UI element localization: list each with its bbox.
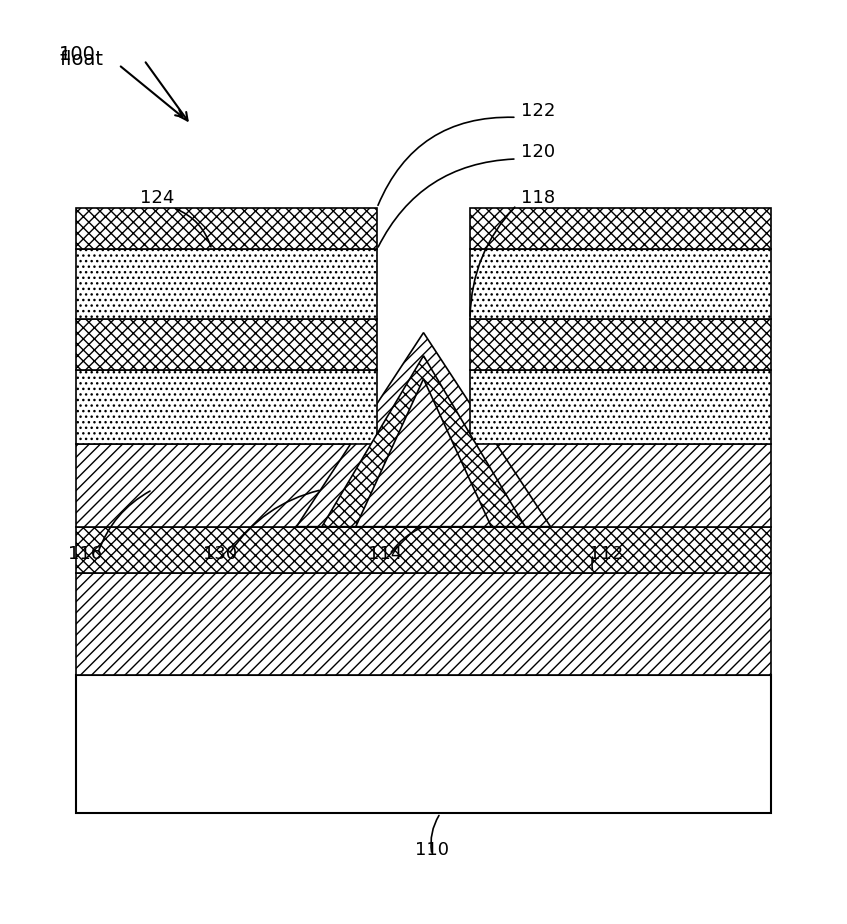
Polygon shape (356, 379, 491, 527)
Polygon shape (296, 333, 551, 527)
Bar (76, 444, 771, 527)
Bar (76, 527, 771, 573)
Text: 124: 124 (140, 189, 174, 207)
Bar (76, 370, 377, 444)
Bar (76, 675, 771, 813)
Bar (470, 249, 771, 319)
Text: 100: 100 (59, 45, 97, 64)
Text: float: float (59, 50, 103, 68)
Text: 120: 120 (521, 143, 555, 161)
Bar (470, 208, 771, 249)
Text: 116: 116 (68, 545, 102, 563)
Polygon shape (322, 356, 525, 527)
Bar (470, 319, 771, 370)
Bar (76, 208, 377, 249)
Text: 114: 114 (368, 545, 402, 563)
Bar (470, 370, 771, 444)
Text: 112: 112 (589, 545, 623, 563)
Text: 122: 122 (521, 102, 556, 119)
Text: 110: 110 (415, 841, 449, 858)
Bar (76, 319, 377, 370)
Text: 130: 130 (203, 545, 237, 563)
Bar (76, 249, 377, 319)
Text: 118: 118 (521, 189, 555, 207)
Bar (76, 573, 771, 675)
